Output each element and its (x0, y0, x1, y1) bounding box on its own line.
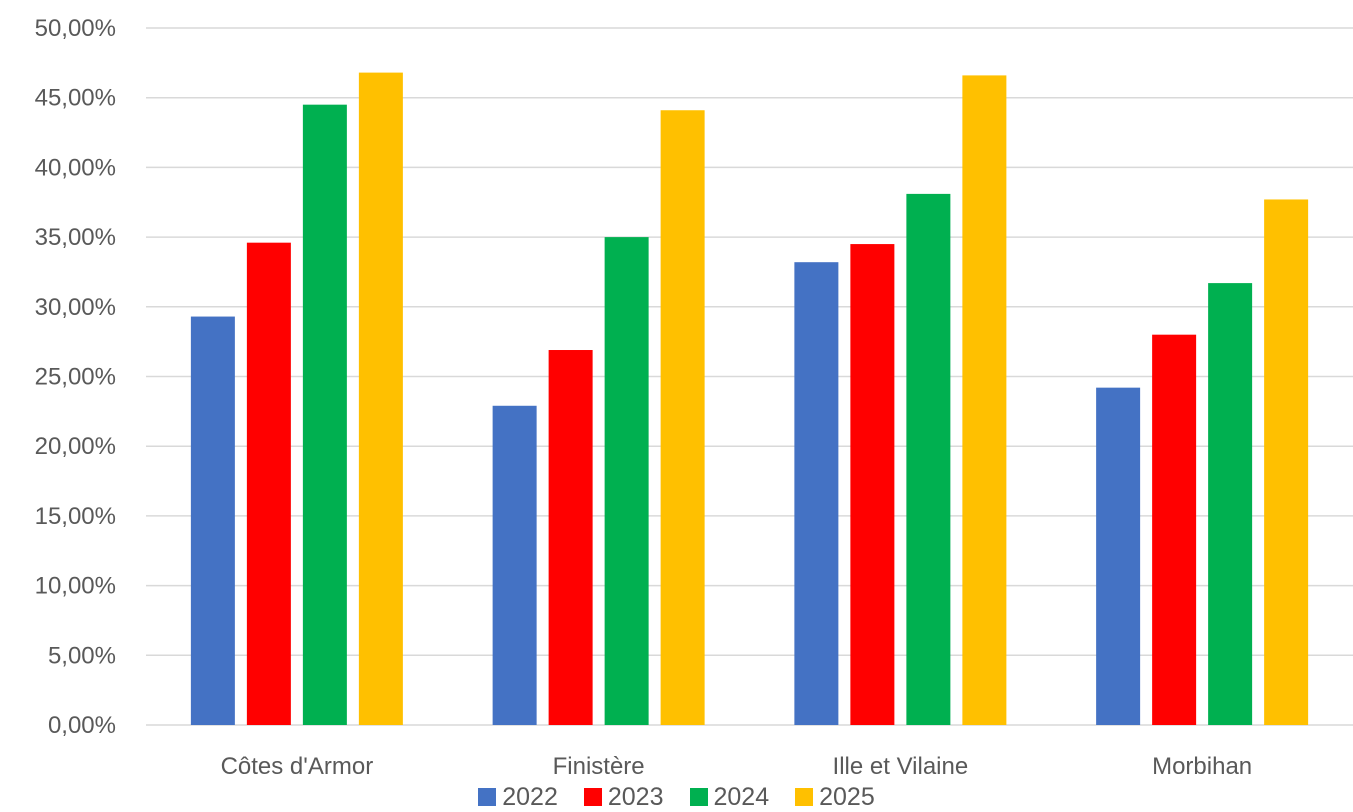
legend-item: 2025 (795, 784, 875, 810)
y-axis-tick-labels: 0,00% 5,00% 10,00% 15,00% 20,00% 25,00% 30,00%… (35, 15, 116, 739)
bar-2025 (660, 110, 705, 726)
bar-2024 (604, 237, 649, 725)
y-tick-label: 25,00% (35, 364, 116, 391)
legend-label: 2025 (819, 783, 875, 811)
y-tick-label: 50,00% (35, 15, 116, 42)
legend-swatch (478, 788, 497, 806)
bar-2022 (492, 405, 537, 725)
x-axis-category-labels: Côtes d'Armor Finistère Ille et Vilaine Mor… (221, 753, 1253, 780)
bar-2022 (1096, 387, 1141, 725)
legend-swatch (795, 788, 814, 806)
bar-chart: 0,00% 5,00% 10,00% 15,00% 20,00% 25,00% 30,00%… (35, 15, 1353, 780)
y-tick-label: 30,00% (35, 294, 116, 321)
y-tick-label: 45,00% (35, 85, 116, 112)
y-tick-label: 5,00% (48, 642, 116, 669)
y-tick-label: 40,00% (35, 154, 116, 181)
gridlines (146, 27, 1353, 726)
x-category-label: Côtes d'Armor (221, 753, 374, 780)
legend-swatch (689, 788, 708, 806)
y-tick-label: 15,00% (35, 503, 116, 530)
legend-swatch (583, 788, 602, 806)
bar-2023 (246, 242, 291, 725)
legend-item: 2022 (478, 784, 558, 810)
legend-item: 2023 (583, 783, 664, 811)
y-tick-label: 0,00% (48, 712, 116, 739)
y-tick-label: 35,00% (35, 224, 116, 251)
bar-2025 (1264, 199, 1309, 725)
bar-2023 (1152, 334, 1197, 725)
legend-label: 2024 (713, 783, 770, 811)
bar-2025 (358, 72, 403, 725)
bar-2023 (548, 350, 593, 725)
legend: 2022 2023 2024 2025 (0, 782, 1353, 812)
bar-2025 (962, 75, 1007, 725)
bar-2022 (190, 316, 235, 725)
y-tick-label: 10,00% (35, 573, 116, 600)
bar-2022 (794, 262, 839, 725)
bar-2024 (906, 193, 951, 726)
x-category-label: Morbihan (1152, 753, 1252, 780)
x-category-label: Finistère (553, 753, 645, 780)
bar-2024 (302, 104, 347, 726)
legend-item: 2024 (689, 783, 770, 811)
legend-label: 2022 (502, 783, 558, 811)
x-category-label: Ille et Vilaine (833, 753, 969, 780)
y-tick-label: 20,00% (35, 433, 116, 460)
bar-2023 (850, 244, 895, 725)
bar-2024 (1208, 283, 1253, 725)
bars (190, 72, 1309, 726)
legend-label: 2023 (607, 783, 664, 811)
